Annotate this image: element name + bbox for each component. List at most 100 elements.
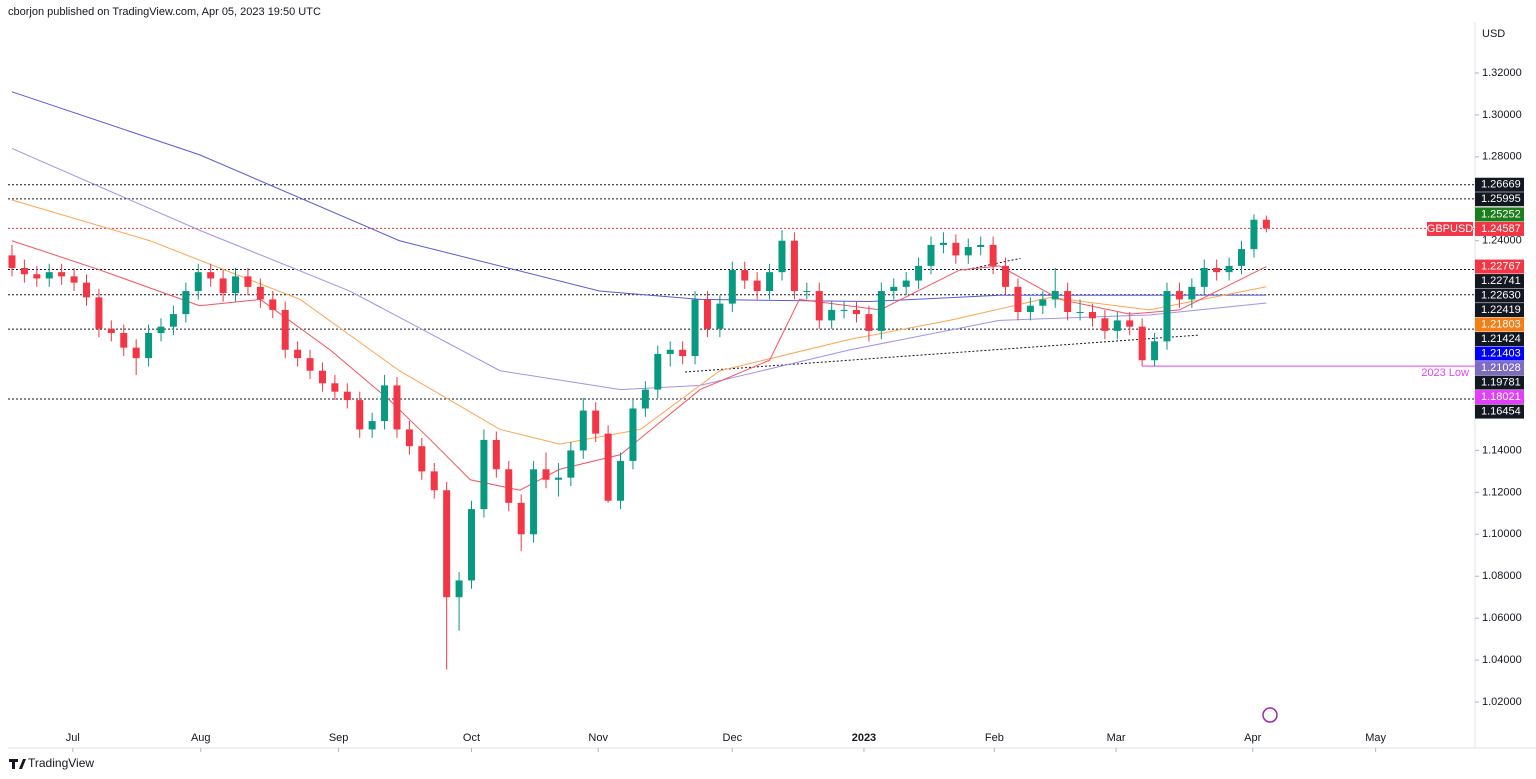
price-badge — [1475, 303, 1524, 318]
trendline — [685, 334, 1200, 373]
candle-body — [728, 270, 736, 304]
candle-body — [939, 242, 947, 245]
candle-body — [828, 309, 836, 321]
candle-body — [1238, 249, 1246, 266]
candle-body — [654, 353, 662, 390]
price-badge — [1475, 274, 1524, 289]
candle-body — [753, 280, 761, 292]
price-badge-label: 1.21424 — [1481, 333, 1521, 345]
candle-body — [269, 299, 277, 310]
candle-body — [1225, 265, 1233, 273]
price-badge-label: 1.25252 — [1481, 208, 1521, 220]
candle-body — [95, 297, 103, 329]
price-badge-label: 1.21803 — [1481, 318, 1521, 330]
candle-body — [1151, 341, 1159, 361]
y-tick-label: 1.06000 — [1482, 612, 1522, 624]
x-tick-label: May — [1365, 732, 1386, 744]
candle-body — [306, 358, 314, 371]
candle-body — [542, 469, 550, 480]
candle-body — [840, 309, 848, 311]
price-badge — [1475, 317, 1524, 332]
candle-body — [157, 326, 165, 333]
candle-body — [691, 299, 699, 357]
candle-body — [877, 291, 885, 331]
price-badge — [1475, 177, 1524, 192]
currency: USD — [1482, 28, 1505, 40]
candle-body — [741, 270, 749, 281]
x-tick-label: Sep — [329, 732, 349, 744]
price-badge-label: 1.22630 — [1481, 289, 1521, 301]
price-badge-label: 1.25995 — [1481, 193, 1521, 205]
candle-body — [1026, 305, 1034, 313]
candle-body — [890, 286, 898, 292]
candle-body — [1175, 291, 1183, 300]
header: cborjon published on TradingView.com, Ap… — [8, 6, 321, 18]
symbol-label: GBPUSD — [1427, 223, 1474, 235]
candle-body — [703, 299, 711, 329]
price-badge-label: 1.19781 — [1481, 376, 1521, 388]
candle-body — [8, 255, 16, 268]
candle-body — [666, 349, 674, 354]
price-badge — [1475, 192, 1524, 207]
moving-average — [11, 199, 1267, 445]
candle-body — [766, 272, 774, 292]
x-tick-label: Nov — [588, 732, 608, 744]
x-tick-label: Jul — [66, 732, 80, 744]
x-tick-label: Dec — [723, 732, 743, 744]
candle-body — [381, 385, 389, 422]
price-badge — [1475, 332, 1524, 347]
x-tick-label: Feb — [985, 732, 1004, 744]
price-badge — [1475, 259, 1524, 274]
candle-body — [567, 450, 575, 478]
candle-body — [629, 408, 637, 461]
candle-body — [989, 244, 997, 266]
candle-body — [716, 303, 724, 329]
candle-body — [58, 272, 66, 277]
price-badge — [1475, 375, 1524, 390]
y-tick-label: 1.04000 — [1482, 654, 1522, 666]
alert-icon[interactable] — [1262, 707, 1278, 723]
x-tick-label: Aug — [191, 732, 211, 744]
candle-body — [356, 400, 364, 430]
candle-body — [294, 349, 302, 359]
candle-body — [1101, 318, 1109, 331]
candle-body — [1039, 299, 1047, 306]
candle-body — [45, 272, 53, 279]
y-tick-label: 1.08000 — [1482, 570, 1522, 582]
candle-body — [977, 244, 985, 248]
candle-body — [1163, 291, 1171, 342]
candle-body — [244, 276, 252, 287]
y-tick-label: 1.30000 — [1482, 109, 1522, 121]
candle-body — [1113, 320, 1121, 331]
candle-body — [256, 286, 264, 300]
candle-body — [169, 314, 177, 327]
candle-body — [20, 267, 28, 275]
candle-body — [393, 385, 401, 430]
x-tick-label: Apr — [1244, 732, 1261, 744]
candle-body — [617, 460, 625, 501]
candle-body — [1250, 219, 1258, 250]
candle-body — [455, 580, 463, 598]
y-tick-label: 1.10000 — [1482, 528, 1522, 540]
candle-body — [318, 370, 326, 384]
candle-body — [194, 272, 202, 292]
candle-body — [343, 391, 351, 401]
candle-body — [952, 242, 960, 256]
candle-body — [964, 247, 972, 256]
candle-body — [803, 291, 811, 293]
logo-icon — [9, 759, 26, 769]
candle-body — [790, 240, 798, 292]
candle-body — [853, 309, 861, 315]
price-badge-label: 1.21028 — [1481, 362, 1521, 374]
candle-body — [281, 309, 289, 350]
candle-body — [1088, 312, 1096, 319]
x-tick-label: Mar — [1107, 732, 1126, 744]
moving-average — [11, 91, 1267, 303]
candle-body — [915, 265, 923, 281]
y-tick-label: 1.14000 — [1482, 444, 1522, 456]
price-badge — [1475, 390, 1524, 405]
candle-body — [132, 347, 140, 359]
y-tick-label: 1.02000 — [1482, 696, 1522, 708]
price-badge — [1475, 207, 1524, 222]
